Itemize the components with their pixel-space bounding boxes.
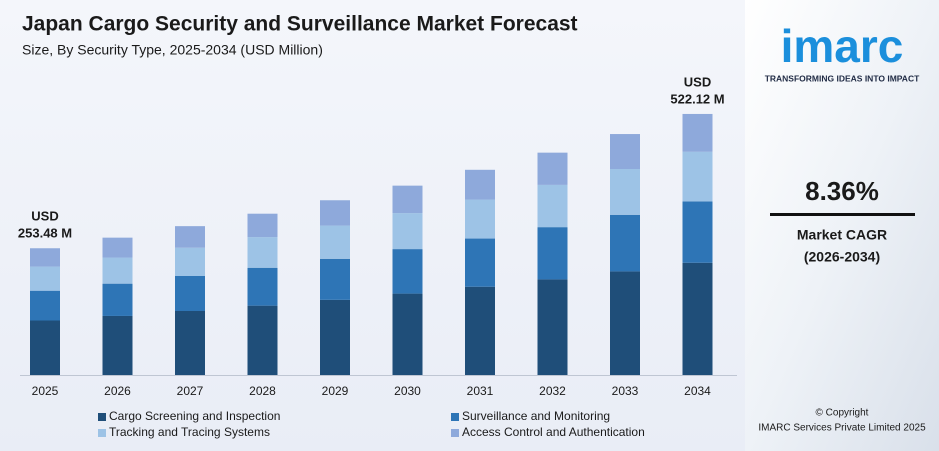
- bar-segment: [320, 225, 350, 259]
- bar-segment: [247, 237, 278, 268]
- bar-segment: [320, 258, 350, 300]
- legend-swatch: [98, 413, 106, 421]
- bar-segment: [175, 226, 205, 248]
- bar-segment: [247, 267, 278, 306]
- bar-segment: [392, 185, 423, 214]
- bar-segment: [30, 290, 60, 321]
- bar-segment: [537, 152, 568, 185]
- x-tick-label: 2032: [539, 384, 566, 398]
- bar-segment: [102, 257, 133, 284]
- copyright: © Copyright: [816, 408, 869, 419]
- legend-label: Cargo Screening and Inspection: [109, 409, 280, 423]
- x-tick-label: 2028: [249, 384, 276, 398]
- bar-segment: [247, 213, 278, 238]
- side-panel: [745, 0, 939, 451]
- legend-swatch: [451, 429, 459, 437]
- cagr-period: (2026-2034): [804, 249, 880, 265]
- x-tick-label: 2029: [322, 384, 349, 398]
- cagr-label: Market CAGR: [797, 227, 887, 243]
- x-tick-label: 2031: [467, 384, 494, 398]
- chart-subtitle: Size, By Security Type, 2025-2034 (USD M…: [22, 42, 323, 58]
- bar-segment: [610, 169, 640, 215]
- bar-segment: [102, 283, 133, 316]
- bar-segment: [175, 311, 205, 375]
- total-annotation: 253.48 M: [18, 226, 72, 241]
- chart-title: Japan Cargo Security and Surveillance Ma…: [22, 13, 578, 36]
- bar-segment: [247, 305, 278, 375]
- bar-segment: [102, 237, 133, 258]
- logo: imarc: [781, 20, 904, 72]
- bar-segment: [610, 134, 640, 169]
- bar-segment: [537, 279, 568, 375]
- bar-segment: [465, 169, 495, 200]
- bar-segment: [537, 184, 568, 228]
- bar-segment: [30, 248, 60, 267]
- total-annotation: USD: [31, 209, 58, 224]
- bar-segment: [610, 271, 640, 375]
- bar-segment: [392, 249, 423, 294]
- legend-label: Surveillance and Monitoring: [462, 409, 610, 423]
- bar-segment: [682, 113, 713, 152]
- x-tick-label: 2034: [684, 384, 711, 398]
- legend-label: Tracking and Tracing Systems: [109, 425, 270, 439]
- bar-segment: [610, 214, 640, 272]
- legend-swatch: [451, 413, 459, 421]
- bar-segment: [682, 262, 713, 375]
- total-annotation: 522.12 M: [670, 91, 724, 106]
- x-tick-label: 2026: [104, 384, 131, 398]
- x-tick-label: 2030: [394, 384, 421, 398]
- tagline: TRANSFORMING IDEAS INTO IMPACT: [765, 73, 920, 83]
- bar-segment: [175, 247, 205, 276]
- bar-segment: [30, 266, 60, 291]
- x-tick-label: 2033: [612, 384, 639, 398]
- bar-segment: [537, 227, 568, 280]
- bar-segment: [465, 238, 495, 287]
- bar-segment: [392, 293, 423, 375]
- bar-segment: [102, 315, 133, 375]
- bar-segment: [30, 320, 60, 375]
- bar-segment: [465, 286, 495, 375]
- bar-segment: [682, 201, 713, 263]
- legend-label: Access Control and Authentication: [462, 425, 645, 439]
- cagr-value: 8.36%: [805, 176, 879, 206]
- company: IMARC Services Private Limited 2025: [758, 423, 926, 434]
- total-annotation: USD: [684, 74, 711, 89]
- x-tick-label: 2025: [32, 384, 59, 398]
- bar-segment: [175, 276, 205, 311]
- bar-segment: [682, 151, 713, 202]
- bar-segment: [392, 213, 423, 250]
- bar-segment: [320, 299, 350, 375]
- bar-segment: [465, 199, 495, 239]
- x-tick-label: 2027: [177, 384, 204, 398]
- bar-segment: [320, 200, 350, 226]
- legend-swatch: [98, 429, 106, 437]
